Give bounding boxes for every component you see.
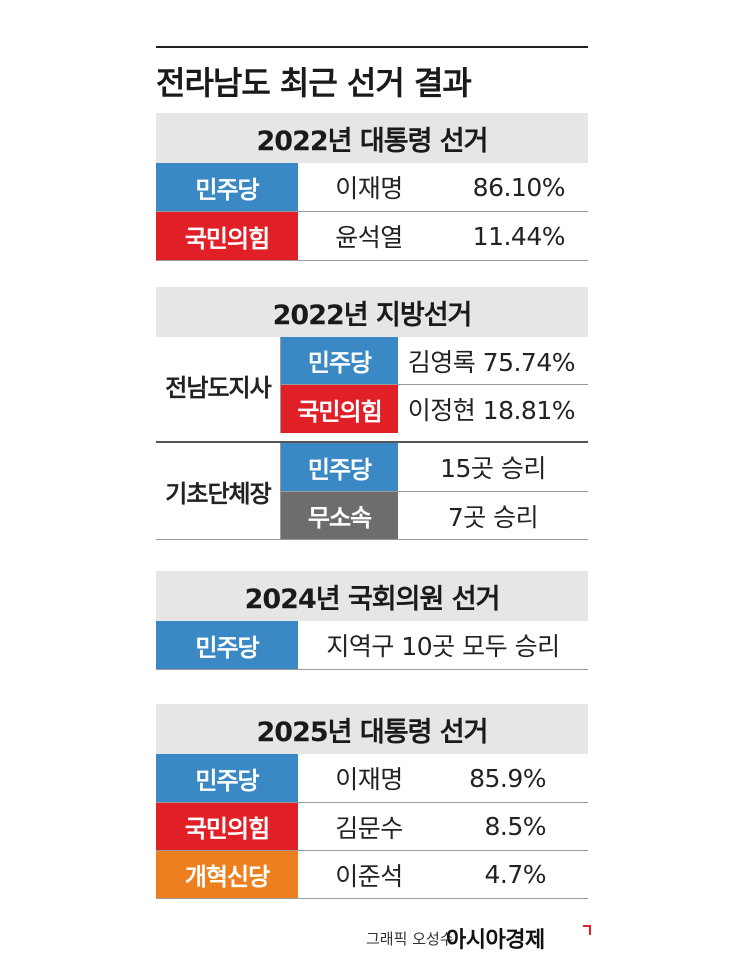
title-top-rule bbox=[156, 46, 588, 48]
group-divider bbox=[280, 443, 281, 539]
candidate-name: 이재명 bbox=[335, 174, 403, 203]
group-label-local-heads: 기초단체장 bbox=[165, 479, 271, 508]
vote-share: 11.44% bbox=[472, 221, 566, 251]
party-label-independent: 무소속 bbox=[281, 492, 398, 539]
party-label-minju: 민주당 bbox=[156, 621, 298, 669]
brand-logo-text: 아시아경제 bbox=[446, 928, 545, 953]
candidate-name: 이재명 bbox=[335, 765, 403, 794]
group-divider bbox=[280, 337, 281, 433]
section-header-2022-presidential: 2022년 대통령 선거 bbox=[156, 113, 588, 163]
candidate-name: 윤석열 bbox=[335, 223, 403, 252]
row-divider bbox=[156, 669, 588, 670]
row-divider bbox=[156, 898, 588, 899]
party-label-ppp: 국민의힘 bbox=[156, 212, 298, 260]
candidate-name: 김문수 bbox=[335, 813, 403, 843]
party-label-reform: 개혁신당 bbox=[156, 851, 298, 898]
party-label-ppp: 국민의힘 bbox=[156, 803, 298, 850]
section-header-2022-local: 2022년 지방선거 bbox=[156, 287, 588, 337]
party-label-minju: 민주당 bbox=[281, 337, 398, 384]
graphic-credit: 그래픽 오성수 bbox=[366, 930, 454, 948]
vote-share: 8.5% bbox=[484, 812, 546, 841]
result-text: 7곳 승리 bbox=[447, 502, 539, 532]
section-header-2024-parliamentary: 2024년 국회의원 선거 bbox=[156, 571, 588, 621]
row-divider bbox=[281, 491, 588, 492]
row-divider bbox=[156, 539, 588, 540]
row-divider bbox=[156, 850, 588, 851]
row-divider bbox=[281, 384, 588, 385]
vote-share: 4.7% bbox=[484, 860, 546, 889]
group-label-governor: 전남도지사 bbox=[165, 373, 271, 402]
result-text: 지역구 10곳 모두 승리 bbox=[326, 632, 560, 661]
result-text: 김영록 75.74% bbox=[407, 347, 576, 377]
row-divider bbox=[156, 802, 588, 803]
result-text: 15곳 승리 bbox=[440, 454, 546, 483]
vote-share: 86.10% bbox=[472, 172, 566, 202]
row-divider bbox=[156, 260, 588, 261]
group-separator bbox=[156, 441, 588, 443]
result-text: 이정현 18.81% bbox=[407, 396, 576, 425]
vote-share: 85.9% bbox=[469, 763, 546, 793]
party-label-ppp: 국민의힘 bbox=[281, 385, 398, 433]
party-label-minju: 민주당 bbox=[156, 163, 298, 211]
candidate-name: 이준석 bbox=[335, 861, 403, 891]
party-label-minju: 민주당 bbox=[281, 443, 398, 491]
row-divider bbox=[156, 211, 588, 212]
party-label-minju: 민주당 bbox=[156, 754, 298, 802]
page-title: 전라남도 최근 선거 결과 bbox=[156, 64, 472, 102]
brand-mark-icon bbox=[583, 925, 591, 935]
section-header-2025-presidential: 2025년 대통령 선거 bbox=[156, 704, 588, 754]
